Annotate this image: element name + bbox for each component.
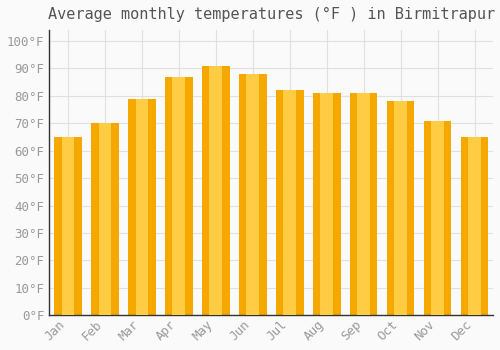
Bar: [320, 93, 333, 315]
Title: Average monthly temperatures (°F ) in Birmitrapur: Average monthly temperatures (°F ) in Bi…: [48, 7, 494, 22]
Bar: [172, 77, 185, 315]
Bar: [350, 93, 378, 315]
Bar: [210, 66, 222, 315]
Bar: [313, 93, 340, 315]
Bar: [276, 90, 303, 315]
Bar: [468, 137, 481, 315]
Bar: [91, 123, 118, 315]
Bar: [202, 66, 230, 315]
Bar: [165, 77, 192, 315]
Bar: [239, 74, 266, 315]
Bar: [54, 137, 82, 315]
Bar: [386, 102, 414, 315]
Bar: [432, 120, 444, 315]
Bar: [136, 99, 148, 315]
Bar: [246, 74, 259, 315]
Bar: [358, 93, 370, 315]
Bar: [460, 137, 488, 315]
Bar: [128, 99, 156, 315]
Bar: [424, 120, 452, 315]
Bar: [62, 137, 74, 315]
Bar: [394, 102, 407, 315]
Bar: [98, 123, 111, 315]
Bar: [284, 90, 296, 315]
